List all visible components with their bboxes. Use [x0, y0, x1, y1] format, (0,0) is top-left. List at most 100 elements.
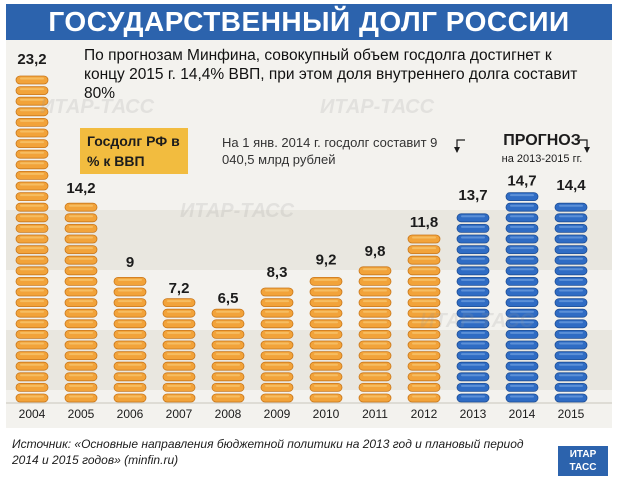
coin-highlight [167, 363, 191, 366]
coin [358, 382, 392, 392]
bar-2015 [554, 202, 588, 403]
coin-highlight [510, 321, 534, 324]
coin [554, 287, 588, 297]
coin [456, 298, 490, 308]
coin-highlight [167, 310, 191, 313]
coin-highlight [118, 278, 142, 281]
coin [554, 266, 588, 276]
coin [113, 329, 147, 339]
coin [505, 255, 539, 265]
coin [505, 361, 539, 371]
coin [211, 329, 245, 339]
coin-highlight [412, 278, 436, 281]
bar-2014 [505, 192, 539, 403]
coin [505, 245, 539, 255]
coin-highlight [363, 363, 387, 366]
coin-highlight [216, 342, 240, 345]
coin-highlight [510, 300, 534, 303]
coin [211, 393, 245, 403]
coin-highlight [265, 353, 289, 356]
value-label: 23,2 [17, 51, 46, 68]
watermark: ИТАР-ТАСС [420, 310, 535, 332]
coin [15, 86, 49, 95]
coin [113, 372, 147, 382]
coin [407, 266, 441, 276]
coin [15, 160, 49, 170]
coin-highlight [69, 204, 93, 207]
coin-highlight [559, 278, 583, 281]
coin-highlight [20, 172, 44, 175]
coin-highlight [20, 289, 44, 292]
coin-highlight [69, 310, 93, 313]
value-label: 7,2 [169, 280, 190, 297]
coin-highlight [412, 395, 436, 398]
coin [554, 308, 588, 318]
category-label: 2015 [558, 407, 585, 421]
coin-highlight [216, 363, 240, 366]
coin-highlight [314, 395, 338, 398]
coin-highlight [559, 247, 583, 250]
coin-highlight [69, 300, 93, 303]
coin-highlight [314, 384, 338, 387]
coin-highlight [412, 300, 436, 303]
coin [64, 234, 98, 244]
coin-highlight [461, 384, 485, 387]
watermark: ИТАР-ТАСС [180, 200, 295, 222]
coin [505, 192, 539, 202]
coin [554, 234, 588, 244]
coin [162, 298, 196, 308]
category-label: 2013 [460, 407, 487, 421]
coin [113, 276, 147, 286]
coin [15, 139, 49, 148]
coin [113, 351, 147, 361]
coin-highlight [412, 353, 436, 356]
coin [64, 245, 98, 255]
watermark: ИТАР-ТАСС [320, 96, 435, 118]
coin-highlight [510, 247, 534, 250]
coin [505, 287, 539, 297]
coin-highlight [167, 342, 191, 345]
coin-highlight [510, 363, 534, 366]
coin-highlight [363, 268, 387, 271]
coin-highlight [69, 374, 93, 377]
coin-highlight [412, 257, 436, 260]
coin [554, 393, 588, 403]
coin [64, 213, 98, 223]
bar-2005 [64, 202, 98, 403]
coin [113, 361, 147, 371]
coin-highlight [118, 310, 142, 313]
coin-highlight [461, 374, 485, 377]
coin-highlight [461, 257, 485, 260]
coin-highlight [69, 289, 93, 292]
coin-highlight [167, 331, 191, 334]
value-label: 8,3 [267, 264, 288, 281]
coin-highlight [314, 321, 338, 324]
coin [505, 298, 539, 308]
coin-highlight [363, 353, 387, 356]
coin [260, 361, 294, 371]
coin [64, 255, 98, 265]
coin-highlight [363, 374, 387, 377]
coin [358, 351, 392, 361]
coin [358, 361, 392, 371]
coin [554, 329, 588, 339]
coin-highlight [559, 300, 583, 303]
bar-2010 [309, 276, 343, 403]
coin-highlight [461, 395, 485, 398]
coin [15, 329, 49, 339]
coin-highlight [559, 289, 583, 292]
coin [15, 298, 49, 308]
coin [309, 276, 343, 286]
coin [554, 361, 588, 371]
coin [15, 382, 49, 392]
coin-highlight [510, 257, 534, 260]
coin-highlight [20, 310, 44, 313]
coin-highlight [461, 268, 485, 271]
coin [64, 298, 98, 308]
coin-highlight [118, 395, 142, 398]
coin [15, 170, 49, 180]
coin [260, 308, 294, 318]
coin [309, 382, 343, 392]
coin-highlight [412, 268, 436, 271]
coin-highlight [118, 331, 142, 334]
